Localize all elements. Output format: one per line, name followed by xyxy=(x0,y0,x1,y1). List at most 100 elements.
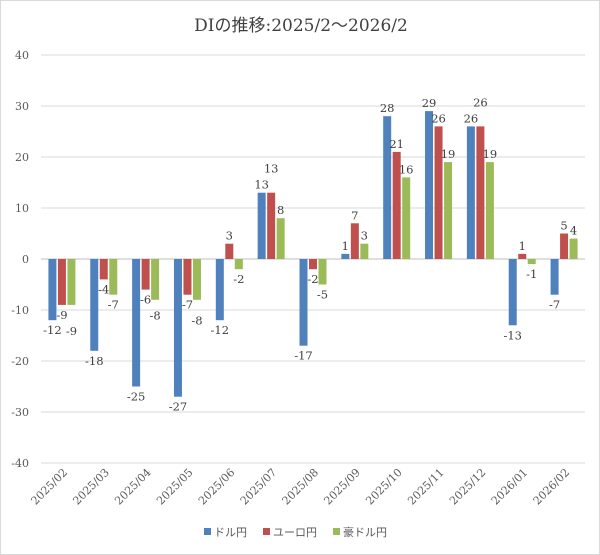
legend-label: 豪ドル円 xyxy=(343,525,387,539)
data-label: 5 xyxy=(560,219,567,233)
legend-swatch xyxy=(204,528,211,535)
x-tick-label: 2025/11 xyxy=(405,466,447,508)
data-label: 1 xyxy=(342,239,349,253)
data-label: -2 xyxy=(233,272,244,286)
data-label: 1 xyxy=(519,239,526,253)
bar xyxy=(392,151,401,259)
bar xyxy=(518,253,527,259)
x-tick-label: 2025/02 xyxy=(29,466,71,508)
data-label: -6 xyxy=(140,293,151,307)
bar xyxy=(425,111,434,259)
y-tick-label: -10 xyxy=(11,304,29,317)
data-label: 8 xyxy=(277,203,284,217)
bar xyxy=(569,238,578,259)
data-label: 21 xyxy=(389,137,404,151)
x-tick-label: 2025/06 xyxy=(196,466,238,508)
data-label: 28 xyxy=(380,101,395,115)
bar xyxy=(67,259,76,305)
x-tick-label: 2025/05 xyxy=(154,466,196,508)
bar xyxy=(341,253,350,259)
bar xyxy=(276,218,285,259)
data-label: 26 xyxy=(431,111,446,125)
legend-swatch xyxy=(333,528,340,535)
data-label: -8 xyxy=(150,309,161,323)
legend-swatch xyxy=(263,528,270,535)
data-label: -8 xyxy=(191,314,202,328)
data-label: -7 xyxy=(549,298,560,312)
bar xyxy=(550,259,559,295)
legend-label: ユーロ円 xyxy=(273,526,317,539)
data-label: -13 xyxy=(503,328,522,342)
bar xyxy=(508,259,517,326)
bar xyxy=(173,259,182,397)
bar xyxy=(109,259,118,295)
data-label: 16 xyxy=(399,162,414,176)
x-tick-label: 2025/12 xyxy=(447,466,489,508)
bar xyxy=(267,192,276,259)
y-tick-label: 40 xyxy=(15,49,29,62)
data-label: 7 xyxy=(351,208,358,222)
bar xyxy=(234,259,243,270)
bar xyxy=(309,259,317,270)
data-label: 4 xyxy=(570,224,577,238)
x-tick-label: 2025/04 xyxy=(112,466,154,508)
data-label: 13 xyxy=(264,162,279,176)
bar xyxy=(132,259,141,387)
data-label: 3 xyxy=(226,229,233,243)
data-label: -7 xyxy=(182,298,193,312)
data-label: -17 xyxy=(294,349,313,363)
x-tick-label: 2025/03 xyxy=(70,466,112,508)
legend-label: ドル円 xyxy=(214,526,247,539)
y-tick-label: 20 xyxy=(15,151,29,164)
bar xyxy=(57,259,66,305)
x-tick-label: 2025/07 xyxy=(238,466,280,508)
x-tick-label: 2025/08 xyxy=(280,466,322,508)
bar xyxy=(560,233,569,259)
data-label: 13 xyxy=(254,178,269,192)
y-tick-label: -20 xyxy=(11,355,29,368)
data-label: -18 xyxy=(85,354,104,368)
x-tick-label: 2026/02 xyxy=(531,466,573,508)
bar xyxy=(48,259,57,321)
data-label: -5 xyxy=(317,288,328,302)
bar xyxy=(99,259,108,280)
data-label: 26 xyxy=(464,111,479,125)
bar xyxy=(215,259,224,321)
bar xyxy=(476,126,485,260)
data-label: -4 xyxy=(98,282,109,296)
bar xyxy=(90,259,99,351)
bar xyxy=(192,259,201,300)
data-label: 26 xyxy=(473,95,488,109)
x-tick-label: 2026/01 xyxy=(489,466,531,508)
data-label: -9 xyxy=(56,308,67,322)
data-label: 3 xyxy=(361,229,368,243)
data-label: -1 xyxy=(526,267,537,281)
y-tick-label: 30 xyxy=(15,100,29,113)
data-label: -27 xyxy=(169,400,188,414)
bar xyxy=(299,259,308,346)
data-label: -2 xyxy=(307,272,318,286)
bar xyxy=(444,162,453,259)
data-label: -9 xyxy=(66,324,77,338)
bar xyxy=(257,192,266,259)
y-tick-label: 0 xyxy=(22,253,29,266)
x-tick-label: 2025/09 xyxy=(321,466,363,508)
y-tick-label: -40 xyxy=(11,457,29,470)
chart-title: DIの推移:2025/2～2026/2 xyxy=(194,16,408,36)
y-tick-label: 10 xyxy=(15,202,29,215)
bar xyxy=(402,177,411,259)
bar xyxy=(350,223,359,259)
x-tick-label: 2025/10 xyxy=(363,466,405,508)
bar xyxy=(225,243,234,259)
bar xyxy=(318,259,327,285)
data-label: 29 xyxy=(422,96,437,110)
data-label: 19 xyxy=(483,147,498,161)
bar xyxy=(434,126,443,260)
bar xyxy=(183,259,192,295)
bar xyxy=(141,259,150,290)
bar xyxy=(527,259,536,265)
bar xyxy=(151,259,160,300)
data-label: -12 xyxy=(211,323,230,337)
